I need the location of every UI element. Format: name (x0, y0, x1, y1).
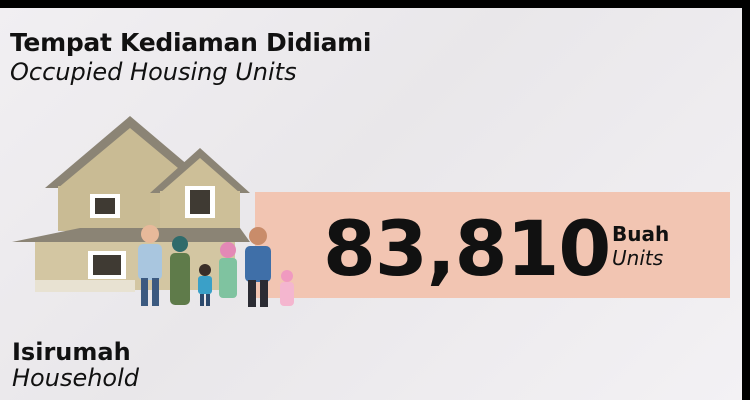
stat-unit-en: Units (612, 246, 663, 270)
stat-value: 83,810 (323, 204, 610, 293)
card: Tempat Kediaman Didiami Occupied Housing… (0, 8, 742, 400)
stat-unit: Buah (612, 222, 669, 246)
section-subtitle: Household (12, 364, 139, 392)
page: {"header": {"title": "Tempat Kediaman Di… (0, 0, 750, 400)
section-title: Isirumah (12, 338, 131, 366)
